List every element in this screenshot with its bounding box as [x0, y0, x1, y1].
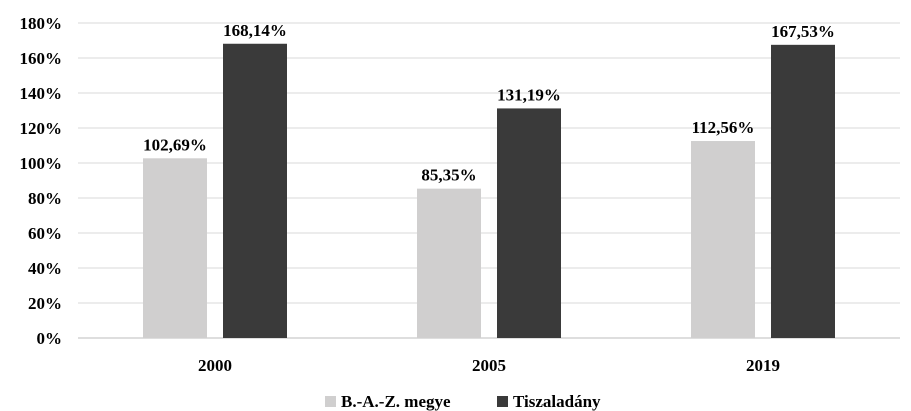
data-label: 168,14%	[223, 21, 287, 40]
x-tick-label: 2005	[472, 356, 506, 375]
legend-label: B.-A.-Z. megye	[341, 392, 451, 411]
y-tick-label: 120%	[20, 119, 63, 138]
data-label: 112,56%	[692, 118, 755, 137]
y-tick-label: 0%	[37, 329, 63, 348]
bar-baz-megye-2000	[143, 158, 207, 338]
x-tick-label: 2000	[198, 356, 232, 375]
x-tick-label: 2019	[746, 356, 780, 375]
y-tick-label: 60%	[28, 224, 62, 243]
legend: B.-A.-Z. megye Tiszaladány	[325, 392, 601, 411]
y-tick-label: 180%	[20, 14, 63, 33]
legend-swatch	[325, 396, 336, 407]
y-tick-label: 140%	[20, 84, 63, 103]
data-label: 167,53%	[771, 22, 835, 41]
y-axis: 0% 20% 40% 60% 80% 100% 120% 140% 160% 180%	[20, 14, 63, 348]
bar-tiszaladany-2005	[497, 108, 561, 338]
y-tick-label: 40%	[28, 259, 62, 278]
legend-label: Tiszaladány	[513, 392, 601, 411]
bars	[143, 43, 835, 338]
legend-swatch	[497, 396, 508, 407]
y-tick-label: 80%	[28, 189, 62, 208]
bar-tiszaladany-2000	[223, 43, 287, 338]
data-label: 131,19%	[497, 85, 561, 104]
data-label: 102,69%	[143, 135, 207, 154]
x-axis: 2000 2005 2019	[198, 356, 780, 375]
y-tick-label: 20%	[28, 294, 62, 313]
data-labels: 102,69% 168,14% 85,35% 131,19% 112,56% 167,53…	[143, 21, 835, 185]
y-tick-label: 100%	[20, 154, 63, 173]
bar-baz-megye-2005	[417, 188, 481, 338]
bar-tiszaladany-2019	[771, 44, 835, 338]
gridlines	[78, 22, 900, 339]
bar-baz-megye-2019	[691, 141, 755, 338]
data-label: 85,35%	[421, 166, 476, 185]
y-tick-label: 160%	[20, 49, 63, 68]
